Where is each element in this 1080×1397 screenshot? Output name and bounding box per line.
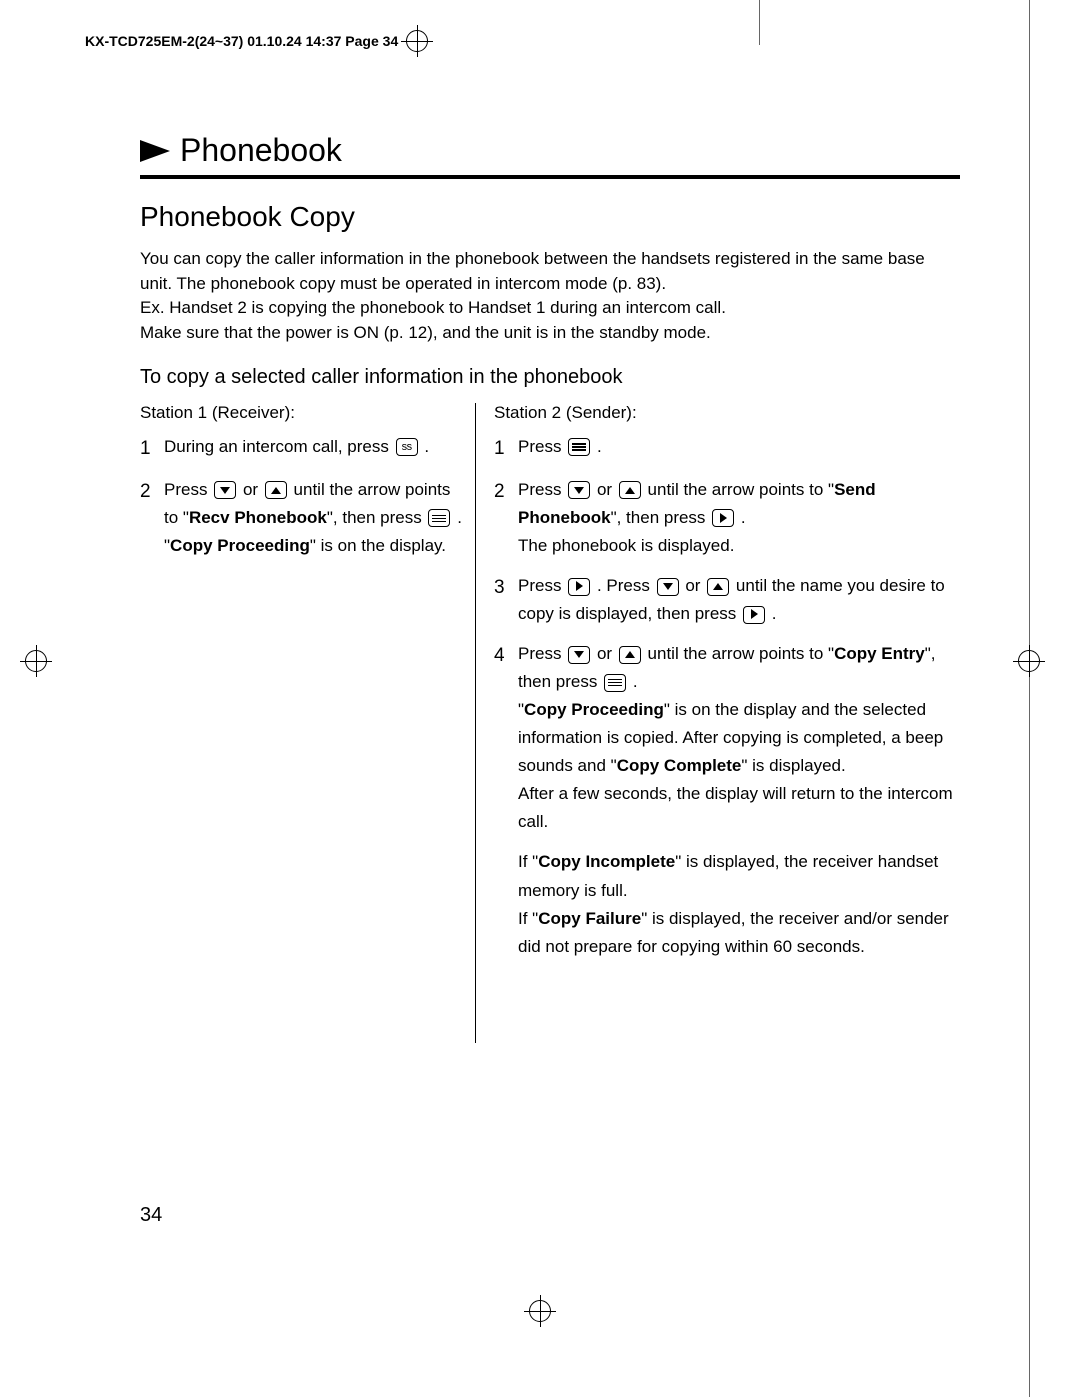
text: During an intercom call, press [164,437,389,456]
crop-mark-bottom-icon [529,1300,551,1327]
text: . [457,508,462,527]
text: If [518,909,532,928]
text: until the arrow points to [648,480,828,499]
step-body: Press . [518,433,960,464]
button-down-icon [214,481,236,499]
text: . [597,437,602,456]
intro-text: You can copy the caller information in t… [140,247,960,346]
column-receiver: Station 1 (Receiver): 1 During an interc… [140,403,475,1043]
crop-vline-top [759,0,760,45]
text: or [685,576,700,595]
columns: Station 1 (Receiver): 1 During an interc… [140,403,960,1043]
intro-line-1: You can copy the caller information in t… [140,247,960,296]
text: Press [518,480,561,499]
text: until the arrow points to [648,644,828,663]
text: . Press [597,576,650,595]
print-header: KX-TCD725EM-2(24~37) 01.10.24 14:37 Page… [85,30,995,52]
text: If [518,852,532,871]
receiver-step-1: 1 During an intercom call, press ss . [140,433,465,464]
crop-mark-header-icon [406,30,428,52]
text: . [424,437,429,456]
copy-incomplete-label: Copy Incomplete [538,852,675,871]
text: is on the display. [316,536,446,555]
button-menu-icon [428,509,450,527]
button-menu-icon [568,438,590,456]
crop-mark-left-icon [25,650,47,677]
section-title: Phonebook [180,132,342,169]
button-up-icon [619,481,641,499]
intro-line-2: Ex. Handset 2 is copying the phonebook t… [140,296,960,321]
copy-proceeding-label: Copy Proceeding [170,536,310,555]
sender-step-2: 2 Press or until the arrow points to "Se… [494,476,960,560]
text: or [243,480,258,499]
step-body: Press or until the arrow points to "Recv… [164,476,465,560]
step-number: 3 [494,572,508,628]
page-container: KX-TCD725EM-2(24~37) 01.10.24 14:37 Page… [0,0,1080,1397]
button-up-icon [707,578,729,596]
text: Press [518,644,561,663]
intro-line-3: Make sure that the power is ON (p. 12), … [140,321,960,346]
station-1-label: Station 1 (Receiver): [140,403,465,423]
step-number: 2 [140,476,154,560]
print-header-text: KX-TCD725EM-2(24~37) 01.10.24 14:37 Page… [85,33,398,49]
copy-complete-label: Copy Complete [617,756,742,775]
text: Press [164,480,207,499]
text: , then press [333,508,422,527]
page-number: 34 [140,1204,162,1227]
step-number: 4 [494,640,508,836]
text: or [597,480,612,499]
arrow-right-icon [140,140,170,162]
receiver-step-2: 2 Press or until the arrow points to "Re… [140,476,465,560]
text: After a few seconds, the display will re… [518,784,953,831]
text: or [597,644,612,663]
sender-notes: If "Copy Incomplete" is displayed, the r… [494,848,960,960]
button-right-icon [568,578,590,596]
text: . [772,604,777,623]
text: . [741,508,746,527]
step-number: 2 [494,476,508,560]
text: Press [518,576,561,595]
section-header: Phonebook [140,132,995,169]
copy-proceeding-label: Copy Proceeding [524,700,664,719]
button-down-icon [568,646,590,664]
copy-entry-label: Copy Entry [834,644,925,663]
sender-step-1: 1 Press . [494,433,960,464]
procedure-title: To copy a selected caller information in… [140,366,960,389]
button-ss-icon: ss [396,438,418,456]
button-down-icon [657,578,679,596]
step-number: 1 [140,433,154,464]
button-right-icon [743,606,765,624]
step-spacer [494,848,508,960]
subsection-title: Phonebook Copy [140,201,960,233]
step-body: Press . Press or until the name you desi… [518,572,960,628]
text: , then press [617,508,706,527]
text: Press [518,437,561,456]
content-area: Phonebook Copy You can copy the caller i… [140,201,960,1043]
button-up-icon [619,646,641,664]
sender-step-3: 3 Press . Press or until the name you de… [494,572,960,628]
button-right-icon [712,509,734,527]
button-up-icon [265,481,287,499]
text: is displayed. [747,756,845,775]
step-body: Press or until the arrow points to "Copy… [518,640,960,836]
step-body: During an intercom call, press ss . [164,433,465,464]
column-sender: Station 2 (Sender): 1 Press . 2 Press or [475,403,960,1043]
copy-failure-label: Copy Failure [538,909,641,928]
crop-mark-right-icon [1018,650,1040,677]
sender-step-4: 4 Press or until the arrow points to "Co… [494,640,960,836]
recv-phonebook-label: Recv Phonebook [189,508,327,527]
text: The phonebook is displayed. [518,536,734,555]
step-body: Press or until the arrow points to "Send… [518,476,960,560]
step-number: 1 [494,433,508,464]
button-menu-icon [604,674,626,692]
button-down-icon [568,481,590,499]
station-2-label: Station 2 (Sender): [494,403,960,423]
step-body: If "Copy Incomplete" is displayed, the r… [518,848,960,960]
text: . [633,672,638,691]
divider-rule [140,175,960,179]
